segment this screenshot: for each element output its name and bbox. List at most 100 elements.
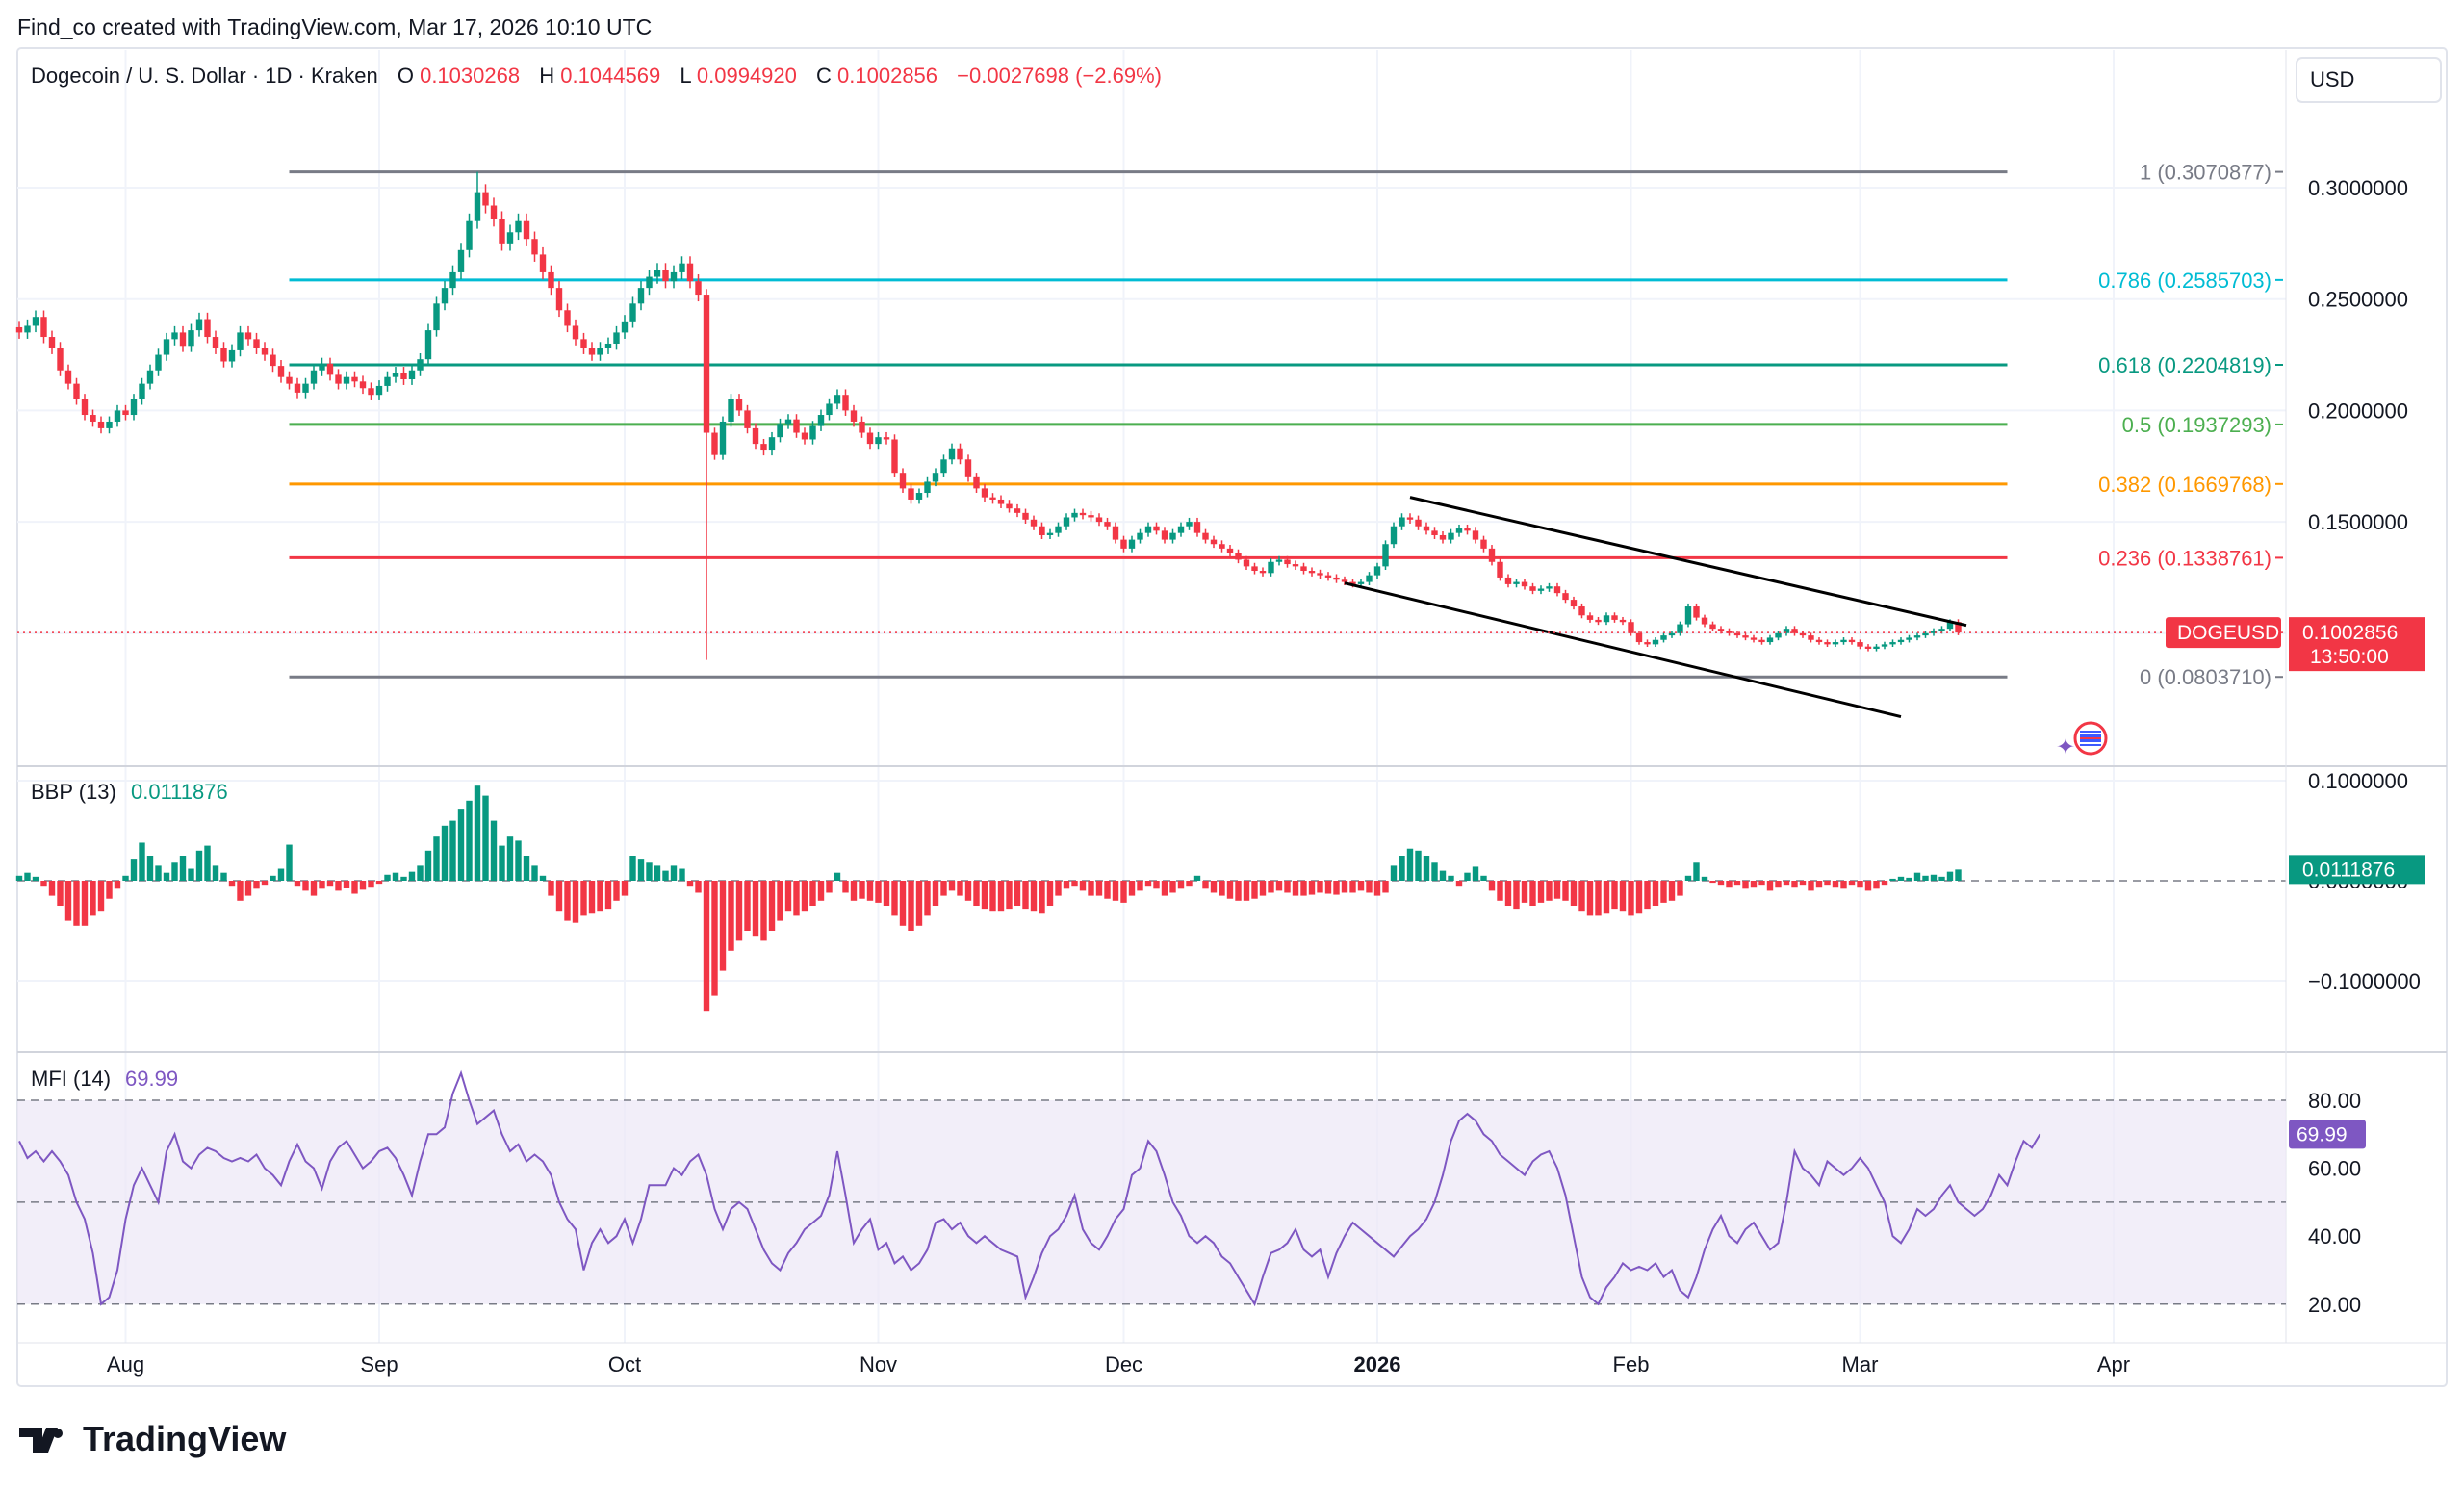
candle-body xyxy=(1399,517,1405,527)
bbp-bar xyxy=(490,820,498,881)
bbp-bar xyxy=(1529,881,1536,906)
legend-l-value: 0.0994920 xyxy=(697,64,797,88)
candle-body xyxy=(1504,577,1512,584)
bbp-bar xyxy=(499,845,505,881)
candle-body xyxy=(261,348,269,355)
bbp-bar xyxy=(728,881,734,951)
fib-level-label: 0.382 (0.1669768) xyxy=(2098,473,2272,497)
bbp-bar xyxy=(1955,869,1962,881)
bbp-bar xyxy=(114,881,121,889)
us-flag-event-icon[interactable] xyxy=(2073,721,2108,756)
trend-channel[interactable] xyxy=(1344,496,1967,719)
bbp-bar xyxy=(646,862,653,881)
fib-level-label: 1 (0.3070877) xyxy=(2140,161,2272,185)
candle-body xyxy=(703,295,710,433)
bbp-bar xyxy=(1586,881,1594,916)
time-tick-label: Aug xyxy=(107,1352,144,1377)
candle-body xyxy=(662,270,669,282)
candle-body xyxy=(801,432,808,440)
time-axis[interactable]: Aug Sep Oct Nov Dec 2026 Feb Mar Apr xyxy=(107,1352,2130,1377)
bbp-bar xyxy=(270,875,276,881)
bbp-bar xyxy=(179,856,187,881)
bbp-bar xyxy=(1913,872,1921,881)
bbp-bar xyxy=(1570,881,1578,906)
bbp-bar xyxy=(670,865,678,881)
candle-body xyxy=(1268,561,1274,574)
candle-body xyxy=(1455,528,1463,533)
mfi-axis[interactable]: 80.00 60.00 40.00 20.00 xyxy=(2308,1089,2361,1317)
bbp-bar xyxy=(1717,881,1725,886)
candle-body xyxy=(777,424,783,438)
candle-body xyxy=(670,271,678,282)
bbp-bar xyxy=(1006,881,1013,910)
candle-body xyxy=(1701,617,1708,625)
bbp-bar xyxy=(711,881,718,996)
candle-body xyxy=(621,321,629,333)
bbp-bar xyxy=(1259,881,1267,896)
candle-body xyxy=(1922,632,1929,636)
bbp-title: BBP (13) xyxy=(31,780,116,804)
candle-body xyxy=(90,415,96,422)
candle-body xyxy=(64,370,72,384)
fibonacci-retracement[interactable]: 1 (0.3070877) 0.786 (0.2585703) 0.618 (0.2… xyxy=(289,161,2284,690)
candle-body xyxy=(1791,629,1798,633)
currency-button[interactable]: USD xyxy=(2296,57,2442,103)
candle-body xyxy=(1120,539,1127,549)
candle-body xyxy=(1480,539,1487,549)
fib-level-label: 0.5 (0.1937293) xyxy=(2122,413,2272,437)
candle-body xyxy=(1799,632,1807,636)
candle-body xyxy=(1660,635,1667,640)
candle-body xyxy=(146,370,154,384)
candle-body xyxy=(1382,544,1389,567)
grid-layer xyxy=(17,50,2286,1343)
bbp-bar xyxy=(48,881,56,896)
bbp-bar xyxy=(1219,881,1225,896)
candle-body xyxy=(392,373,399,377)
candle-body xyxy=(646,276,653,289)
bbp-tick-label: −0.1000000 xyxy=(2308,969,2421,993)
bbp-bar xyxy=(989,881,996,912)
candle-body xyxy=(1938,629,1945,631)
bbp-bar xyxy=(1317,881,1323,893)
candle-body xyxy=(1766,637,1774,643)
bbp-bar xyxy=(1726,881,1732,888)
candle-body xyxy=(564,310,571,326)
candle-body xyxy=(728,399,734,422)
bbp-bar xyxy=(1906,877,1912,881)
bbp-bar xyxy=(15,875,23,881)
candle-body xyxy=(1194,522,1201,533)
bbp-bar xyxy=(1881,881,1888,886)
bbp-bar xyxy=(866,881,874,901)
candle-body xyxy=(597,348,603,355)
bbp-bar xyxy=(1693,862,1700,881)
bbp-bar xyxy=(891,881,898,916)
bbp-bar xyxy=(1055,881,1062,896)
bbp-bar xyxy=(212,865,219,881)
candle-body xyxy=(940,459,947,474)
bbp-bar xyxy=(1088,881,1094,896)
bbp-bar xyxy=(515,840,522,881)
bbp-bar xyxy=(1284,881,1291,893)
candle-body xyxy=(335,374,342,384)
candle-body xyxy=(417,359,424,371)
bbp-bar xyxy=(449,820,456,881)
bbp-bar xyxy=(1390,865,1398,881)
candle-body xyxy=(1603,615,1610,623)
bbp-bar xyxy=(1619,881,1627,912)
price-axis[interactable]: 0.3000000 0.2500000 0.2000000 0.1500000 xyxy=(2308,176,2408,534)
bbp-bar xyxy=(1733,881,1741,886)
candle-body xyxy=(1235,553,1242,560)
bbp-bar xyxy=(1808,881,1814,891)
bbp-bar xyxy=(1750,881,1758,888)
bbp-bar xyxy=(1014,881,1021,906)
candle-body xyxy=(326,363,334,375)
symbol-tag-label: DOGEUSD xyxy=(2177,622,2279,644)
bbp-bar xyxy=(1128,881,1136,896)
candle-body xyxy=(948,448,956,460)
bbp-bar xyxy=(1652,881,1659,906)
symbol-tag xyxy=(2166,617,2281,649)
candle-body xyxy=(1357,581,1365,584)
candle-body xyxy=(1161,530,1168,540)
candle-body xyxy=(244,332,252,340)
bbp-bar xyxy=(883,881,890,906)
